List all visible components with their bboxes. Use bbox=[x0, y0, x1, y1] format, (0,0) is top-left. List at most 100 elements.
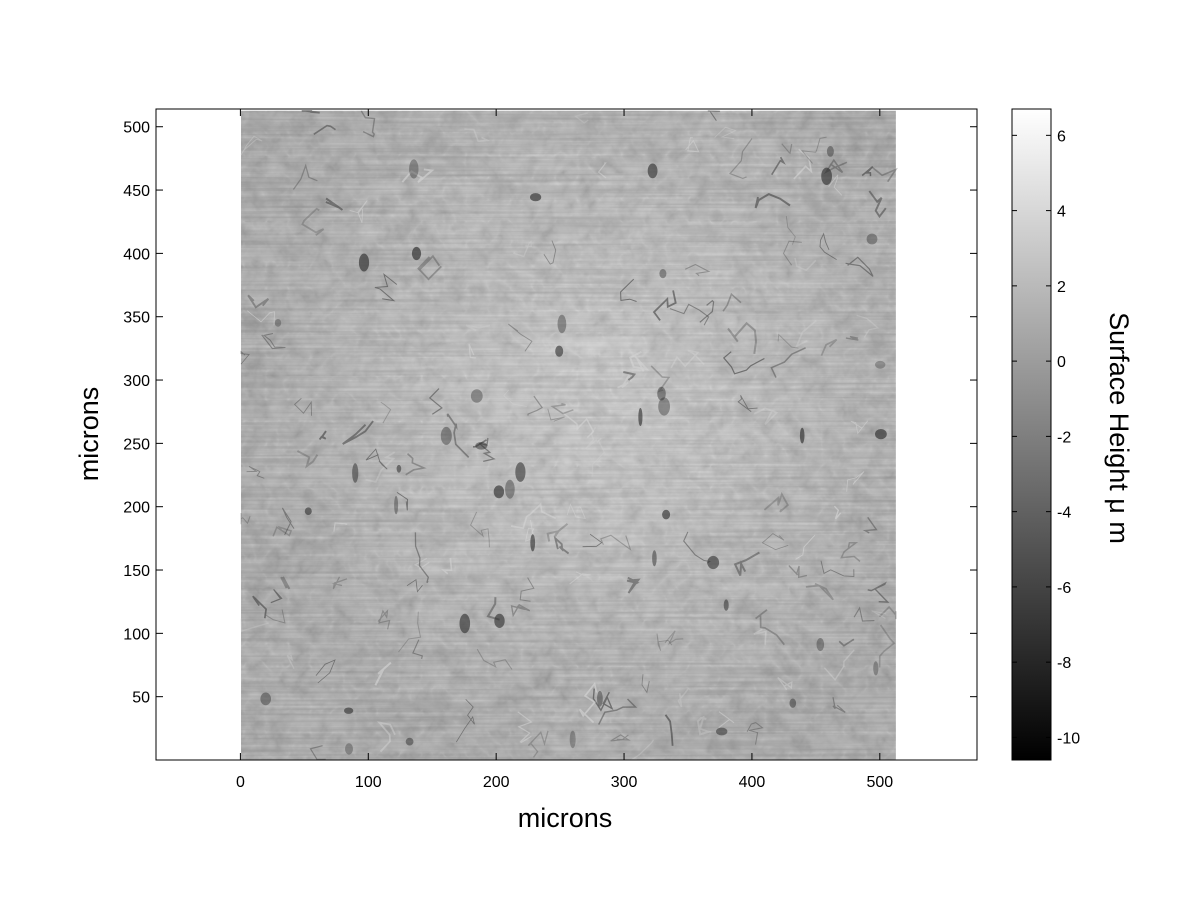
surface-feature bbox=[592, 688, 614, 712]
surface-feature bbox=[761, 533, 789, 551]
surface-feature bbox=[325, 197, 344, 211]
surface-pit bbox=[493, 485, 505, 499]
surface-feature bbox=[455, 699, 475, 743]
surface-pit bbox=[358, 253, 370, 272]
x-tick-label: 300 bbox=[611, 774, 638, 791]
surface-pit bbox=[352, 463, 359, 483]
surface-pit bbox=[345, 743, 353, 755]
surface-feature bbox=[464, 128, 491, 143]
surface-feature bbox=[240, 618, 269, 633]
surface-feature bbox=[240, 513, 251, 525]
surface-pit bbox=[826, 146, 834, 157]
surface-pit bbox=[707, 555, 720, 570]
surface-feature bbox=[365, 448, 388, 470]
y-tick-label: 350 bbox=[123, 310, 150, 327]
surface-feature bbox=[510, 502, 557, 530]
x-tick-label: 400 bbox=[739, 774, 766, 791]
surface-feature bbox=[349, 200, 368, 223]
surface-pit bbox=[470, 389, 483, 403]
surface-feature bbox=[270, 589, 283, 604]
surface-pit bbox=[530, 534, 536, 552]
surface-feature bbox=[412, 639, 423, 660]
surface-feature bbox=[309, 745, 326, 760]
surface-feature bbox=[630, 739, 655, 761]
surface-feature bbox=[664, 630, 684, 645]
surface-feature bbox=[377, 608, 391, 630]
surface-feature bbox=[553, 535, 570, 555]
surface-feature bbox=[546, 523, 569, 542]
surface-pit bbox=[494, 613, 505, 629]
x-axis-label: microns bbox=[518, 803, 613, 833]
surface-feature bbox=[853, 606, 875, 622]
surface-feature bbox=[846, 471, 865, 492]
colorbar-tick-label: -4 bbox=[1057, 505, 1071, 522]
surface-feature bbox=[782, 240, 802, 266]
surface-pit bbox=[459, 613, 471, 634]
colorbar-tick-label: 0 bbox=[1057, 354, 1066, 371]
surface-feature bbox=[845, 335, 859, 341]
surface-feature bbox=[503, 389, 527, 407]
surface-pit bbox=[396, 464, 402, 473]
colorbar-frame bbox=[1011, 108, 1052, 761]
surface-feature bbox=[582, 533, 603, 548]
surface-feature bbox=[763, 491, 789, 513]
surface-feature bbox=[380, 401, 392, 424]
surface-feature bbox=[376, 721, 396, 753]
surface-feature bbox=[777, 677, 793, 691]
surface-feature bbox=[820, 338, 838, 357]
surface-feature bbox=[832, 697, 846, 713]
surface-pit bbox=[789, 698, 797, 708]
surface-feature bbox=[781, 143, 793, 155]
surface-pit bbox=[405, 737, 414, 746]
surface-feature bbox=[313, 124, 336, 135]
surface-feature bbox=[871, 610, 887, 619]
colorbar-ticks: -10 -8 -6 -4 -2 0 2 4 6 bbox=[1012, 128, 1080, 747]
surface-pit bbox=[821, 167, 832, 185]
surface-pit bbox=[530, 193, 542, 202]
surface-feature bbox=[486, 597, 500, 621]
surface-feature bbox=[566, 503, 586, 519]
surface-feature bbox=[753, 407, 779, 425]
surface-feature bbox=[820, 560, 855, 577]
surface-feature bbox=[365, 451, 396, 483]
surface-feature bbox=[805, 582, 834, 601]
surface-feature bbox=[840, 541, 861, 562]
surface-feature bbox=[374, 273, 398, 302]
surface-feature bbox=[296, 450, 319, 469]
surface-feature bbox=[468, 344, 476, 359]
surface-feature bbox=[318, 430, 327, 441]
surface-feature bbox=[281, 507, 295, 536]
surface-feature bbox=[331, 576, 348, 590]
surface-feature bbox=[669, 303, 710, 326]
surface-feature bbox=[788, 565, 808, 579]
surface-pit bbox=[569, 730, 576, 749]
surface-feature bbox=[512, 240, 532, 258]
surface-feature bbox=[610, 734, 631, 742]
surface-feature bbox=[478, 437, 496, 463]
surface-feature bbox=[641, 674, 650, 694]
y-ticks: 50 100 150 200 250 300 350 400 450 500 bbox=[123, 120, 977, 707]
surface-feature bbox=[246, 465, 265, 479]
axes-frame bbox=[155, 108, 978, 761]
surface-feature bbox=[428, 388, 443, 415]
surface-feature bbox=[753, 628, 767, 645]
y-tick-label: 500 bbox=[123, 120, 150, 137]
surface-feature bbox=[527, 395, 543, 416]
surface-feature bbox=[405, 453, 427, 476]
y-tick-label: 50 bbox=[132, 690, 150, 707]
surface-feature bbox=[414, 532, 430, 584]
surface-feature bbox=[578, 681, 598, 724]
surface-pit bbox=[816, 638, 825, 651]
surface-pit bbox=[475, 442, 488, 450]
surface-feature bbox=[727, 321, 758, 355]
surface-feature bbox=[543, 240, 557, 265]
surface-feature bbox=[746, 722, 764, 745]
surface-feature bbox=[598, 698, 638, 725]
surface-feature bbox=[828, 174, 843, 196]
surface-feature bbox=[737, 395, 758, 412]
surface-feature bbox=[685, 137, 700, 153]
surface-feature bbox=[524, 519, 535, 542]
surface-feature bbox=[856, 314, 880, 338]
colorbar: -10 -8 -6 -4 -2 0 2 4 6 Surface Height μ m bbox=[1011, 108, 1134, 761]
